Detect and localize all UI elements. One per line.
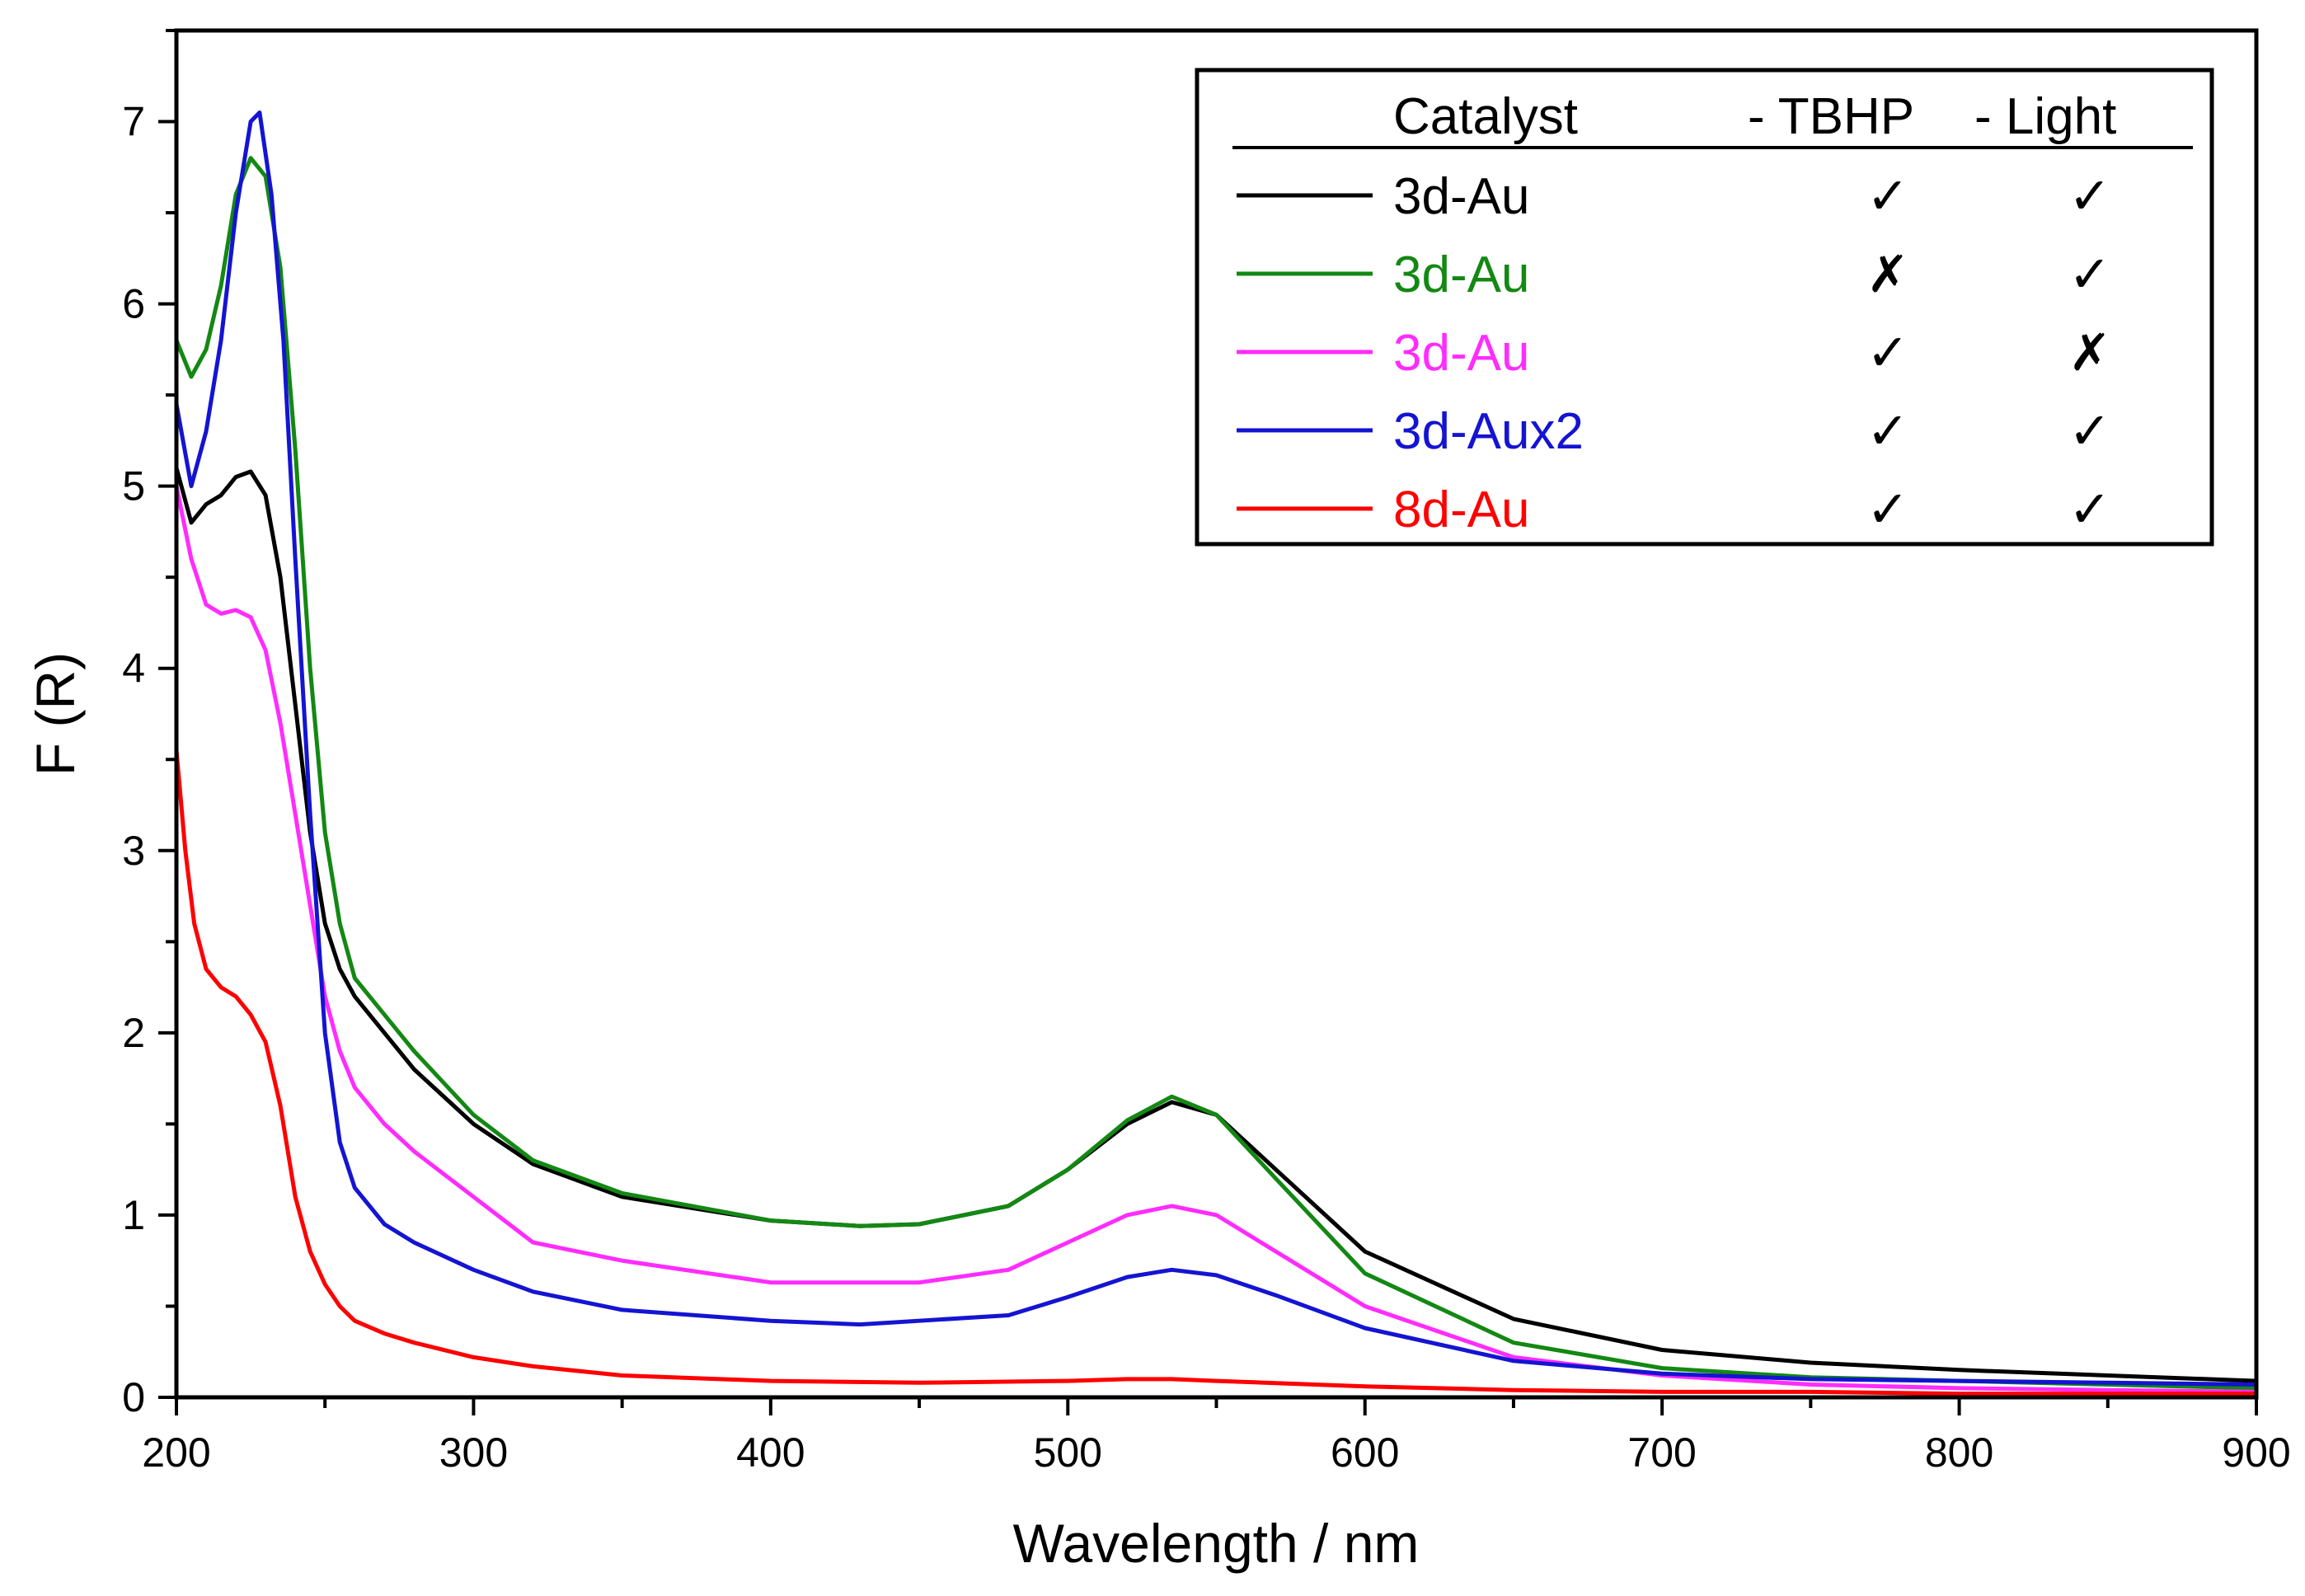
legend-light-mark: ✗	[2068, 325, 2111, 382]
y-tick-label: 0	[122, 1374, 145, 1420]
x-tick-label: 700	[1627, 1429, 1696, 1476]
legend-header-tbhp: - TBHP	[1748, 88, 1914, 145]
y-axis-title: F (R)	[25, 652, 86, 776]
y-tick-label: 2	[122, 1010, 145, 1056]
legend-tbhp-mark: ✓	[1866, 403, 1909, 460]
legend: Catalyst - TBHP - Light 3d-Au ✓ ✓3d-Au ✗ ✓3d…	[1195, 68, 2214, 547]
x-tick-label: 900	[2222, 1429, 2290, 1476]
series-line-5	[176, 748, 2256, 1396]
y-tick-label: 3	[122, 828, 145, 874]
x-tick-label: 400	[736, 1429, 805, 1476]
legend-entries: 3d-Au ✓ ✓ 3d-Au ✗ ✓ 3d-Au ✓ ✗ 3d-Aux2 ✓ ✓ 8d-Au ✓ ✓	[1237, 168, 2111, 538]
legend-light-mark: ✓	[2068, 403, 2111, 460]
legend-light-mark: ✓	[2068, 168, 2111, 225]
legend-header-light: - Light	[1974, 88, 2116, 145]
legend-tbhp-mark: ✓	[1866, 325, 1909, 382]
y-tick-label: 5	[122, 463, 145, 509]
series-line-3	[176, 484, 2256, 1394]
legend-header-catalyst: Catalyst	[1393, 88, 1578, 145]
legend-tbhp-mark: ✗	[1866, 246, 1909, 303]
legend-label: 3d-Au	[1393, 168, 1529, 225]
x-tick-label: 200	[142, 1429, 210, 1476]
x-tick-label: 800	[1925, 1429, 1993, 1476]
legend-label: 3d-Au	[1393, 325, 1529, 382]
y-tick-label: 1	[122, 1192, 145, 1238]
x-tick-label: 600	[1331, 1429, 1399, 1476]
legend-light-mark: ✓	[2068, 481, 2111, 538]
legend-tbhp-mark: ✓	[1866, 168, 1909, 225]
series-line-4	[176, 110, 2256, 1387]
y-tick-label: 7	[122, 99, 145, 145]
legend-label: 3d-Aux2	[1393, 403, 1584, 460]
axis-layer: 200 300 400 500 600 700 800 900 0 1 2 3 4 5 6 7	[122, 29, 2291, 1476]
series-layer	[176, 110, 2256, 1396]
series-line-1	[176, 466, 2256, 1383]
y-tick-label: 4	[122, 645, 145, 692]
x-tick-label: 500	[1034, 1429, 1102, 1476]
legend-label: 3d-Au	[1393, 246, 1529, 303]
legend-label: 8d-Au	[1393, 481, 1529, 538]
x-axis-title: Wavelength / nm	[1013, 1513, 1420, 1574]
legend-tbhp-mark: ✓	[1866, 481, 1909, 538]
x-tick-label: 300	[439, 1429, 508, 1476]
y-tick-label: 6	[122, 281, 145, 327]
series-line-2	[176, 156, 2256, 1391]
legend-light-mark: ✓	[2068, 246, 2111, 303]
